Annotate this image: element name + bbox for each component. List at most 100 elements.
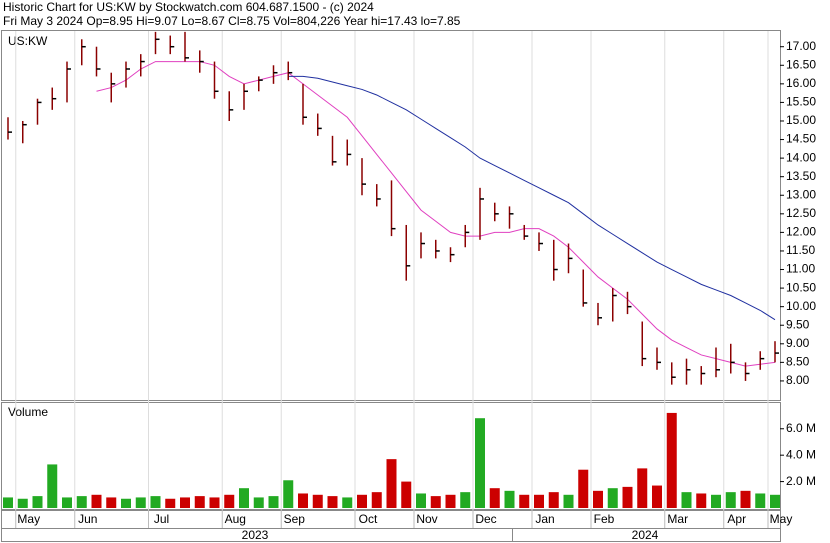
y-tick-label: 15.00 bbox=[786, 113, 816, 127]
y2-tick-label: 6.0 M bbox=[786, 421, 816, 435]
volume-bar bbox=[489, 488, 500, 508]
volume-panel bbox=[1, 402, 781, 510]
x-tick-label: Aug bbox=[225, 512, 246, 526]
chart-title: Historic Chart for US:KW by Stockwatch.c… bbox=[3, 0, 374, 14]
volume-bar bbox=[165, 498, 176, 508]
volume-bar bbox=[475, 418, 485, 508]
y-tick-label: 15.50 bbox=[786, 95, 816, 109]
volume-bar bbox=[209, 497, 220, 508]
volume-bar bbox=[194, 496, 205, 508]
volume-bar bbox=[770, 494, 780, 508]
volume-bar bbox=[401, 481, 412, 508]
volume-bar bbox=[224, 494, 235, 508]
volume-bar bbox=[460, 492, 471, 508]
x-tick-label: Jan bbox=[535, 512, 554, 526]
y-tick-label: 9.50 bbox=[786, 317, 810, 331]
volume-bar bbox=[62, 497, 72, 508]
volume-bar bbox=[504, 490, 515, 508]
y-tick-label: 12.50 bbox=[786, 206, 816, 220]
y2-tick-label: 4.0 M bbox=[786, 447, 816, 461]
y-tick-label: 10.00 bbox=[786, 299, 816, 313]
x-tick-label: Oct bbox=[359, 512, 378, 526]
volume-bar bbox=[563, 494, 574, 508]
volume-bar bbox=[548, 492, 559, 508]
chart-subtitle: Fri May 3 2024 Op=8.95 Hi=9.07 Lo=8.67 C… bbox=[3, 14, 461, 28]
volume-bar bbox=[652, 485, 662, 508]
volume-bar bbox=[342, 497, 353, 508]
y-tick-label: 13.00 bbox=[786, 187, 816, 201]
volume-bar bbox=[91, 494, 102, 508]
volume-bar bbox=[578, 469, 589, 508]
volume-bar bbox=[47, 464, 58, 508]
x-tick-label: Feb bbox=[594, 512, 615, 526]
volume-bar bbox=[593, 490, 603, 508]
x-tick-label: Sep bbox=[284, 512, 306, 526]
volume-bar bbox=[681, 492, 692, 508]
x-tick-label: Jul bbox=[154, 512, 169, 526]
volume-bar bbox=[298, 493, 308, 508]
moving-average bbox=[96, 61, 776, 367]
volume-bar bbox=[3, 497, 13, 508]
volume-bar bbox=[607, 488, 618, 508]
y-tick-label: 13.50 bbox=[786, 169, 816, 183]
year-axis bbox=[1, 528, 781, 542]
volume-bar bbox=[17, 498, 28, 508]
year-label: 2023 bbox=[242, 528, 269, 542]
y-tick-label: 12.00 bbox=[786, 225, 816, 239]
volume-bar bbox=[312, 494, 323, 508]
x-tick-label: Jun bbox=[78, 512, 97, 526]
y-tick-label: 8.00 bbox=[786, 373, 810, 387]
x-tick-label: Nov bbox=[416, 512, 437, 526]
y-tick-label: 10.50 bbox=[786, 280, 816, 294]
volume-bar bbox=[357, 494, 367, 508]
volume-bar bbox=[253, 497, 264, 508]
y2-tick-label: 2.0 M bbox=[786, 474, 816, 488]
volume-bar bbox=[150, 496, 161, 508]
y-tick-label: 14.50 bbox=[786, 132, 816, 146]
symbol-label: US:KW bbox=[8, 34, 48, 48]
volume-bar bbox=[106, 497, 117, 508]
y-tick-label: 16.00 bbox=[786, 76, 816, 90]
volume-bar bbox=[666, 412, 677, 508]
x-tick-label: May bbox=[17, 512, 40, 526]
y-tick-label: 9.00 bbox=[786, 336, 810, 350]
volume-bar bbox=[740, 490, 751, 508]
y-tick-label: 14.00 bbox=[786, 150, 816, 164]
volume-bar bbox=[711, 494, 721, 508]
y-tick-label: 17.00 bbox=[786, 39, 816, 53]
price-panel bbox=[1, 30, 781, 401]
y-tick-label: 11.50 bbox=[786, 243, 815, 257]
volume-bar bbox=[534, 494, 544, 508]
volume-bar bbox=[283, 480, 294, 508]
y-tick-label: 11.00 bbox=[786, 262, 815, 276]
volume-bar bbox=[696, 493, 707, 508]
volume-bar bbox=[239, 488, 249, 508]
volume-bar bbox=[371, 492, 382, 508]
volume-bar bbox=[76, 496, 87, 508]
x-tick-label: Dec bbox=[475, 512, 496, 526]
volume-bar bbox=[725, 492, 736, 508]
volume-bar bbox=[32, 496, 43, 508]
volume-bar bbox=[268, 496, 279, 508]
volume-bar bbox=[622, 486, 633, 508]
y-tick-label: 8.50 bbox=[786, 355, 810, 369]
volume-bar bbox=[755, 493, 766, 508]
volume-bar bbox=[519, 494, 530, 508]
x-tick-label: Mar bbox=[667, 512, 688, 526]
y-tick-label: 16.50 bbox=[786, 57, 816, 71]
volume-bar bbox=[430, 496, 441, 508]
volume-bar bbox=[416, 493, 426, 508]
volume-bar bbox=[135, 497, 146, 508]
year-label: 2024 bbox=[632, 528, 659, 542]
volume-bar bbox=[445, 494, 456, 508]
volume-bar bbox=[180, 497, 190, 508]
moving-average bbox=[288, 75, 776, 321]
volume-bar bbox=[121, 498, 131, 508]
volume-bar bbox=[386, 459, 397, 508]
volume-bar bbox=[637, 468, 648, 508]
x-tick-label: May bbox=[770, 512, 793, 526]
volume-label: Volume bbox=[8, 405, 48, 419]
x-tick-label: Apr bbox=[727, 512, 746, 526]
